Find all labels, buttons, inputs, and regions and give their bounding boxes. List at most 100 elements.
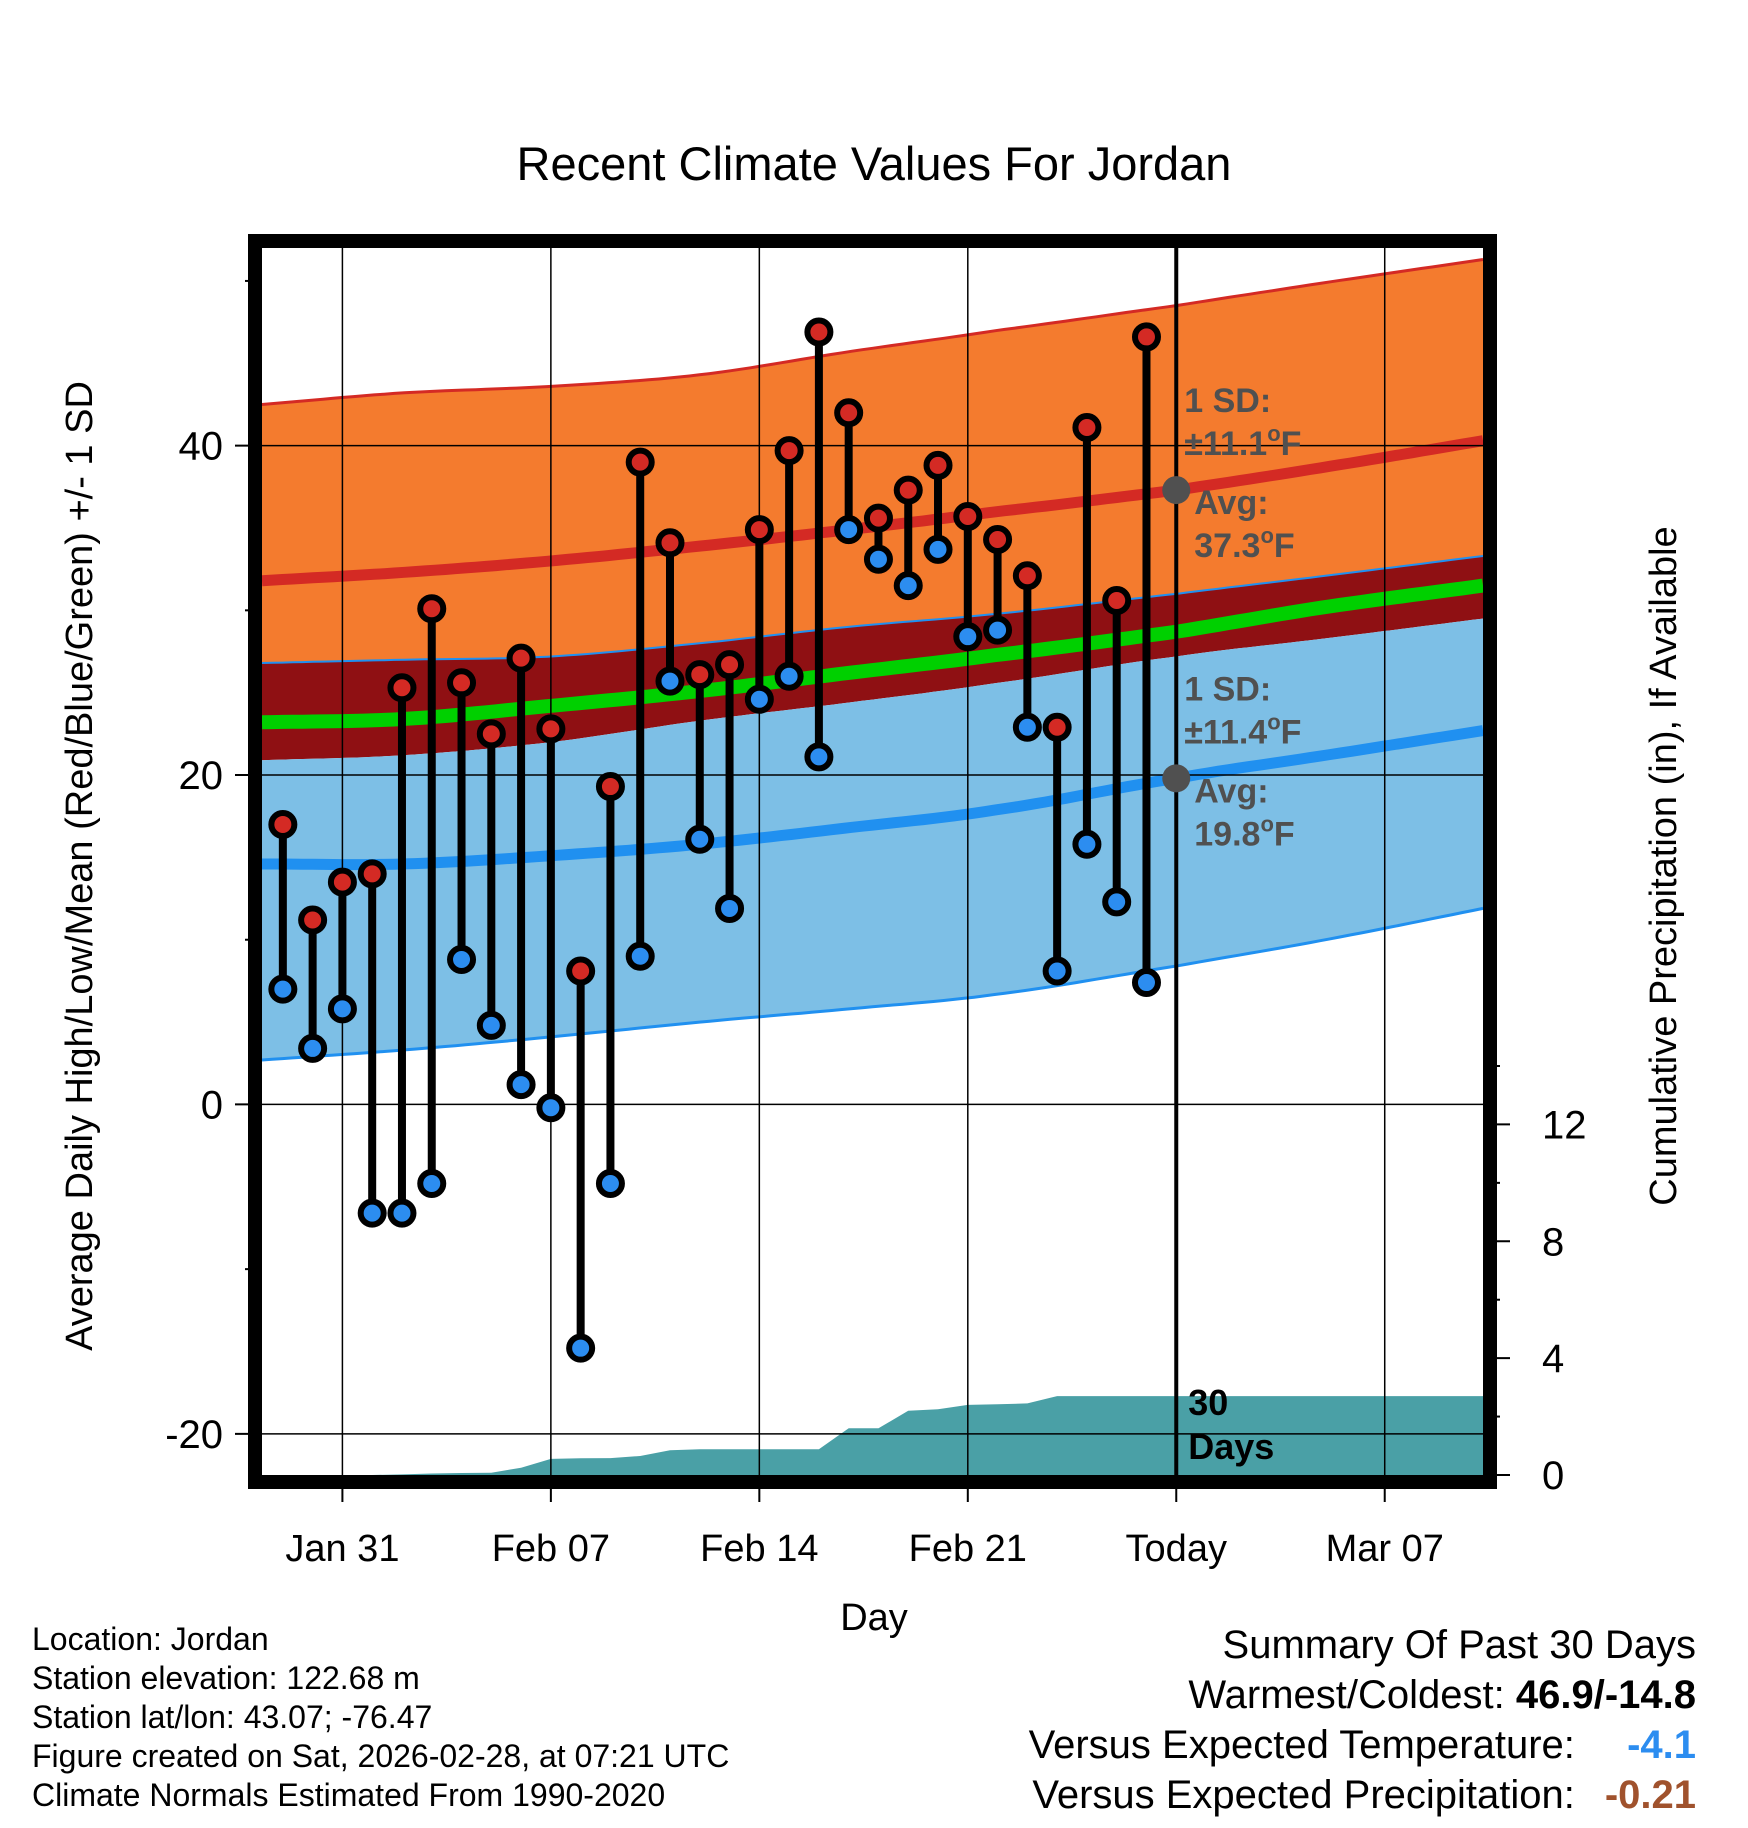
precipitation-fill bbox=[262, 1396, 1483, 1475]
low-temp-point bbox=[1072, 829, 1102, 859]
precip-tick-label: 4 bbox=[1542, 1337, 1564, 1381]
low-temp-point bbox=[953, 622, 983, 652]
axes: -20 0 20 40 0 4 8 12 Jan 31 Feb 07 Feb 14 Feb 21 Tod… bbox=[165, 279, 1587, 1570]
low-temp-point bbox=[685, 824, 715, 854]
chart-title: Recent Climate Values For Jordan bbox=[517, 137, 1232, 190]
high-temp-point bbox=[953, 501, 983, 531]
high-temp-point bbox=[447, 668, 477, 698]
high-temp-point bbox=[1102, 585, 1132, 615]
high-temp-point bbox=[387, 673, 417, 703]
annotation-text: F bbox=[1274, 527, 1295, 565]
precip-tick-label: 8 bbox=[1542, 1220, 1564, 1264]
days-word-label: Days bbox=[1188, 1426, 1274, 1467]
low-temp-point bbox=[327, 994, 357, 1024]
high-temp-point bbox=[625, 447, 655, 477]
y-axis-label-left: Average Daily High/Low/Mean (Red/Blue/Gr… bbox=[59, 381, 101, 1351]
high-temp-point bbox=[983, 525, 1013, 555]
high-avg-label: Avg: bbox=[1194, 484, 1268, 522]
y-tick-label: 20 bbox=[179, 754, 224, 798]
precip-tick-label: 0 bbox=[1542, 1454, 1564, 1498]
temperature-row: Versus Expected Temperature: -4.1 bbox=[1029, 1720, 1696, 1770]
low-temp-point bbox=[387, 1198, 417, 1228]
normals-text: Climate Normals Estimated From 1990-2020 bbox=[32, 1777, 666, 1813]
location-text: Location: Jordan bbox=[32, 1621, 269, 1657]
annotation-text: F bbox=[1281, 425, 1302, 463]
high-temp-point bbox=[863, 503, 893, 533]
low-temp-point bbox=[893, 571, 923, 601]
summary-heading: Summary Of Past 30 Days bbox=[1222, 1623, 1696, 1667]
annotation-text: Avg: bbox=[1194, 484, 1268, 522]
precipitation-row: Versus Expected Precipitation: -0.21 bbox=[1029, 1770, 1696, 1820]
low-temp-point bbox=[506, 1070, 536, 1100]
y-tick-label: -20 bbox=[165, 1413, 223, 1457]
annotation-text: 1 SD: bbox=[1184, 670, 1271, 708]
x-tick-label: Jan 31 bbox=[285, 1528, 399, 1570]
high-temp-point bbox=[298, 905, 328, 935]
high-temp-point bbox=[834, 398, 864, 428]
high-temp-point bbox=[357, 859, 387, 889]
warmest-coldest-label: Warmest/Coldest: bbox=[1188, 1673, 1505, 1717]
annotation-text: 1 SD: bbox=[1184, 382, 1271, 420]
high-temp-point bbox=[1131, 322, 1161, 352]
low-temp-point bbox=[744, 684, 774, 714]
low-temp-point bbox=[268, 974, 298, 1004]
y-axis-label-right: Cumulative Precipitation (in), If Availa… bbox=[1643, 526, 1685, 1205]
low-temp-point bbox=[1012, 712, 1042, 742]
high-temp-point bbox=[476, 719, 506, 749]
x-tick-label: Today bbox=[1126, 1528, 1227, 1570]
low-temp-point bbox=[447, 944, 477, 974]
high-temp-point bbox=[923, 450, 953, 480]
low-temp-point bbox=[1042, 956, 1072, 986]
low-temp-point bbox=[625, 941, 655, 971]
x-tick-label: Feb 07 bbox=[492, 1528, 610, 1570]
low-temp-point bbox=[863, 544, 893, 574]
elevation-text: Station elevation: 122.68 m bbox=[32, 1660, 420, 1696]
low-avg-label: Avg: bbox=[1194, 772, 1268, 810]
high-temp-point bbox=[566, 956, 596, 986]
warmest-coldest-value: 46.9/-14.8 bbox=[1515, 1673, 1696, 1717]
low-temp-point bbox=[595, 1168, 625, 1198]
low-temp-point bbox=[983, 615, 1013, 645]
low-temp-point bbox=[774, 661, 804, 691]
high-temp-point bbox=[268, 809, 298, 839]
high-avg-value: 37.3oF bbox=[1194, 523, 1294, 565]
high-temp-point bbox=[685, 660, 715, 690]
high-temp-point bbox=[417, 594, 447, 624]
low-temp-point bbox=[804, 742, 834, 772]
low-temp-point bbox=[417, 1168, 447, 1198]
x-tick-label: Feb 14 bbox=[700, 1528, 818, 1570]
high-temp-point bbox=[327, 867, 357, 897]
annotation-text: Avg: bbox=[1194, 772, 1268, 810]
low-temp-point bbox=[566, 1333, 596, 1363]
days-count-label: 30 bbox=[1188, 1382, 1228, 1423]
precipitation-value: -0.21 bbox=[1604, 1773, 1696, 1817]
high-temp-point bbox=[595, 772, 625, 802]
high-temp-point bbox=[1012, 561, 1042, 591]
annotation-text: o bbox=[1260, 811, 1273, 836]
low-sd-label: 1 SD: bbox=[1184, 670, 1271, 708]
summary-panel: Summary Of Past 30 Days Warmest/Coldest:… bbox=[1029, 1620, 1696, 1820]
low-temp-point bbox=[715, 893, 745, 923]
high-temp-point bbox=[506, 643, 536, 673]
low-sd-value: ±11.4oF bbox=[1184, 709, 1301, 751]
low-avg-marker bbox=[1162, 764, 1191, 793]
low-avg-value: 19.8oF bbox=[1194, 811, 1294, 853]
precip-tick-label: 12 bbox=[1542, 1103, 1587, 1147]
high-temp-point bbox=[774, 436, 804, 466]
high-sd-lower-line bbox=[261, 555, 1484, 664]
warmest-coldest-row: Warmest/Coldest: 46.9/-14.8 bbox=[1029, 1670, 1696, 1720]
high-avg-marker bbox=[1162, 476, 1191, 505]
station-info: Location: Jordan Station elevation: 122.… bbox=[32, 1620, 729, 1815]
high-sd-upper-line bbox=[261, 258, 1484, 406]
plot-frame bbox=[248, 234, 1497, 1489]
high-temp-point bbox=[536, 714, 566, 744]
high-temp-point bbox=[804, 317, 834, 347]
high-temp-point bbox=[655, 528, 685, 558]
low-temp-point bbox=[357, 1198, 387, 1228]
y-tick-label: 0 bbox=[201, 1083, 223, 1127]
y-tick-label: 40 bbox=[179, 425, 224, 469]
high-temp-point bbox=[744, 515, 774, 545]
high-temp-point bbox=[1072, 413, 1102, 443]
precipitation-label: Versus Expected Precipitation: bbox=[1032, 1773, 1575, 1817]
